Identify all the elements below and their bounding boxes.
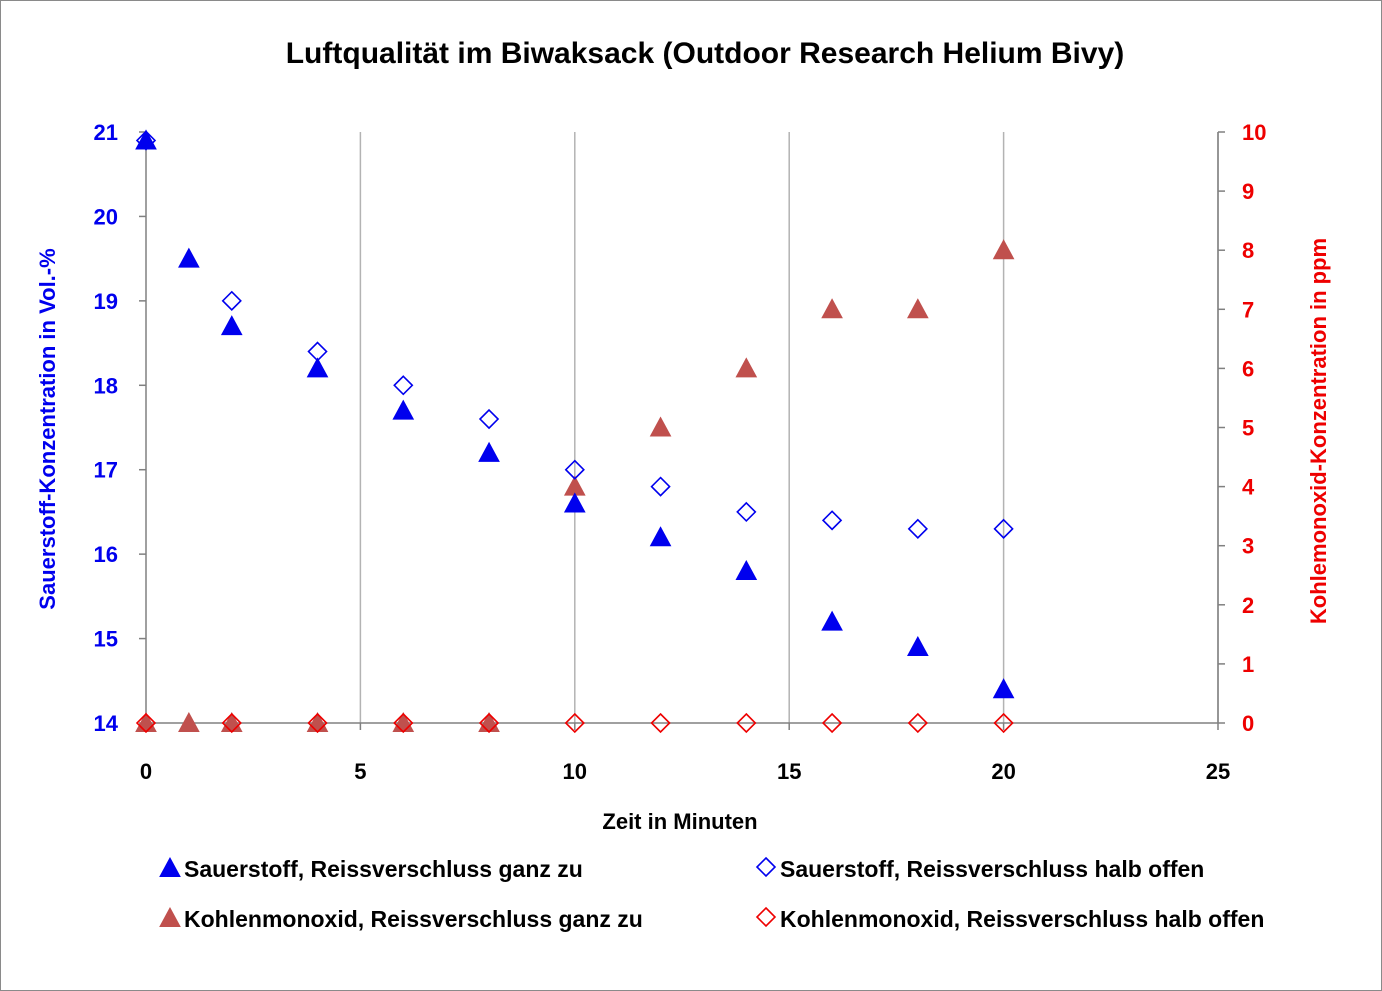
x-tick-label: 15 <box>777 759 801 784</box>
x-tick-label: 20 <box>991 759 1015 784</box>
y-right-tick-label: 8 <box>1242 238 1254 263</box>
point-diamond <box>821 510 843 531</box>
y-right-tick-label: 1 <box>1242 652 1254 677</box>
y-right-tick-label: 3 <box>1242 534 1254 559</box>
point-triangle <box>649 416 672 437</box>
y-axis-left-title: Sauerstoff-Konzentration in Vol.-% <box>35 248 60 609</box>
point-triangle <box>178 247 200 268</box>
point-diamond <box>993 518 1014 539</box>
point-triangle <box>563 492 586 513</box>
y-right-tick-label: 6 <box>1242 356 1254 381</box>
point-diamond <box>221 712 242 734</box>
point-triangle <box>392 399 415 420</box>
y-right-tick-label: 10 <box>1242 120 1266 145</box>
point-diamond <box>736 501 757 523</box>
y-left-tick-label: 20 <box>94 204 118 229</box>
point-diamond <box>393 375 414 396</box>
legend-label: Kohlenmonoxid, Reissverschluss ganz zu <box>184 906 643 932</box>
point-diamond <box>907 518 928 539</box>
y-right-tick-label: 0 <box>1242 711 1254 736</box>
point-diamond <box>478 712 500 734</box>
point-triangle <box>735 357 758 378</box>
point-diamond <box>564 712 585 734</box>
x-tick-label: 5 <box>354 759 366 784</box>
x-tick-label: 10 <box>563 759 587 784</box>
point-triangle <box>306 357 329 378</box>
legend-label: Sauerstoff, Reissverschluss ganz zu <box>184 856 583 882</box>
y-left-tick-label: 14 <box>94 711 119 736</box>
point-triangle <box>821 610 843 631</box>
legend-marker-triangle <box>159 906 181 927</box>
point-triangle <box>478 441 500 462</box>
point-diamond <box>650 712 671 734</box>
point-diamond <box>393 712 414 734</box>
tick-labels: 0 5 10 15 20 25 14 15 16 17 18 19 20 21 0 1 2 3 4 5 6 7 8 9 10 <box>94 120 1267 784</box>
point-triangle <box>135 129 157 150</box>
point-diamond <box>736 712 757 734</box>
y-left-tick-label: 19 <box>94 289 118 314</box>
y-left-tick-label: 16 <box>94 542 118 567</box>
legend: Sauerstoff, Reissverschluss ganz zu Sauer… <box>159 856 1264 932</box>
point-diamond <box>564 459 585 480</box>
point-diamond <box>135 130 157 151</box>
point-triangle <box>992 239 1015 260</box>
y-left-tick-label: 21 <box>94 120 118 145</box>
point-triangle <box>992 678 1015 699</box>
y-right-tick-label: 4 <box>1242 475 1255 500</box>
point-diamond <box>307 712 328 734</box>
y-right-tick-label: 5 <box>1242 416 1254 441</box>
y-right-tick-label: 2 <box>1242 593 1254 618</box>
point-triangle <box>907 635 929 657</box>
legend-label: Sauerstoff, Reissverschluss halb offen <box>780 856 1204 882</box>
y-left-tick-label: 18 <box>94 373 118 398</box>
x-tick-label: 0 <box>140 759 152 784</box>
legend-label: Kohlenmonoxid, Reissverschluss halb offe… <box>780 906 1264 932</box>
point-diamond <box>907 712 928 734</box>
legend-marker-diamond <box>755 906 777 928</box>
x-axis-title: Zeit in Minuten <box>602 809 757 834</box>
x-tick-label: 25 <box>1206 759 1230 784</box>
point-diamond <box>221 290 242 311</box>
point-triangle <box>821 298 843 319</box>
axes <box>139 131 1225 730</box>
point-diamond <box>650 476 671 497</box>
point-triangle <box>649 526 672 547</box>
point-triangle <box>178 711 200 732</box>
chart-title: Luftqualität im Biwaksack (Outdoor Resea… <box>286 37 1125 70</box>
point-triangle <box>220 315 243 336</box>
legend-marker-diamond <box>755 856 777 878</box>
point-triangle <box>907 298 929 319</box>
y-right-tick-label: 9 <box>1242 179 1254 204</box>
point-diamond <box>135 712 157 734</box>
point-diamond <box>821 712 843 734</box>
legend-marker-triangle <box>159 856 181 877</box>
y-axis-right-title: Kohlemonoxid-Konzentration in ppm <box>1306 238 1331 624</box>
data-marks <box>135 129 1015 734</box>
point-triangle <box>735 559 758 581</box>
point-diamond <box>478 408 500 430</box>
y-right-tick-label: 7 <box>1242 297 1254 322</box>
point-diamond <box>307 341 328 362</box>
y-left-tick-label: 17 <box>94 458 118 483</box>
y-left-tick-label: 15 <box>94 627 118 652</box>
point-diamond <box>993 712 1014 734</box>
